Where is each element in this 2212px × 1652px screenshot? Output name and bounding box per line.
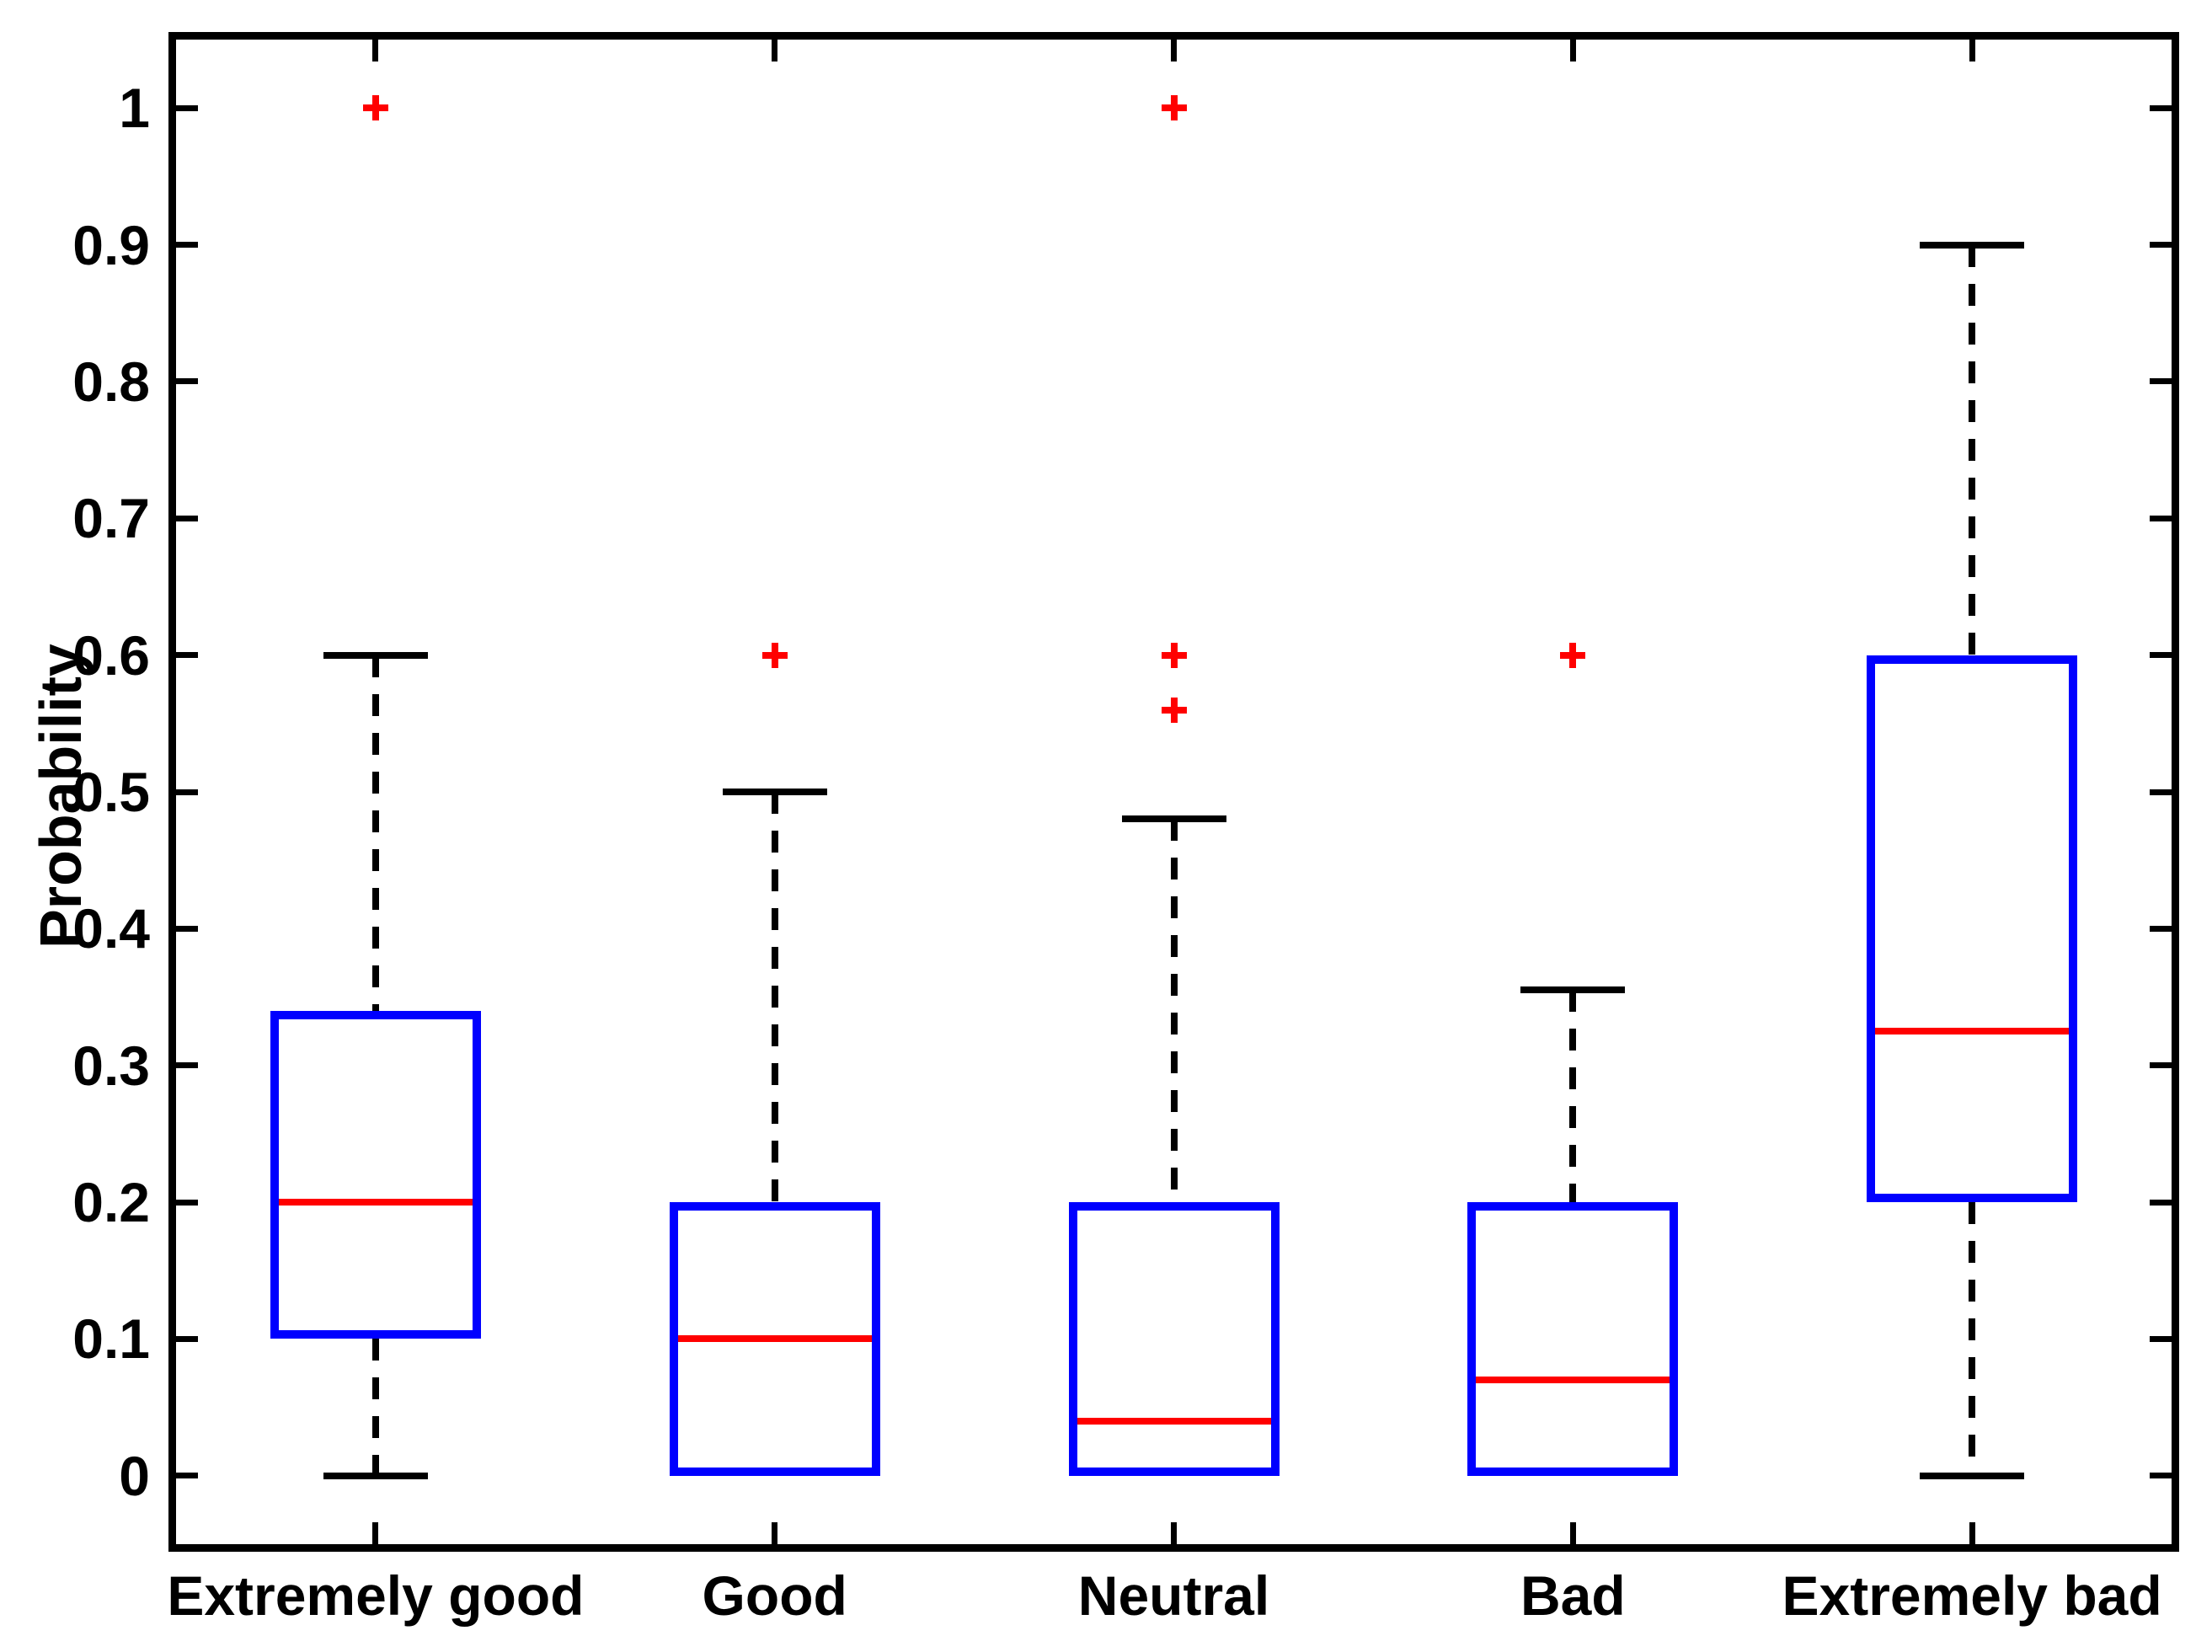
upper-whisker-cap-extremely-bad bbox=[1920, 241, 2025, 249]
median-line-neutral bbox=[1068, 1417, 1280, 1425]
median-line-bad bbox=[1467, 1377, 1679, 1384]
x-category-label-extremely-bad: Extremely bad bbox=[1782, 1564, 2162, 1627]
y-tick-label-0.9: 0.9 bbox=[72, 213, 150, 276]
lower-whisker-extremely-good bbox=[371, 1339, 379, 1476]
x-category-label-good: Good bbox=[702, 1564, 847, 1627]
y-tick-label-0.6: 0.6 bbox=[72, 623, 150, 687]
y-tick-left-0.6 bbox=[176, 652, 198, 659]
x-tick-bottom-extremely-good bbox=[372, 1522, 379, 1544]
x-tick-top-bad bbox=[1569, 40, 1576, 61]
lower-whisker-cap-extremely-bad bbox=[1920, 1472, 2025, 1479]
y-tick-right-0.5 bbox=[2150, 789, 2172, 795]
upper-whisker-extremely-good bbox=[371, 655, 379, 1011]
median-line-extremely-good bbox=[270, 1199, 481, 1206]
x-tick-top-neutral bbox=[1171, 40, 1177, 61]
y-tick-left-0.7 bbox=[176, 515, 198, 521]
y-tick-label-1: 1 bbox=[119, 77, 150, 140]
y-tick-label-0.7: 0.7 bbox=[72, 487, 150, 550]
y-tick-right-0.9 bbox=[2150, 242, 2172, 249]
y-tick-right-1 bbox=[2150, 104, 2172, 111]
y-tick-left-0.5 bbox=[176, 789, 198, 795]
plot-inner bbox=[176, 40, 2172, 1544]
upper-whisker-bad bbox=[1569, 990, 1577, 1203]
y-tick-label-0.2: 0.2 bbox=[72, 1171, 150, 1234]
outlier-plus-vbar bbox=[1170, 95, 1178, 121]
box-neutral bbox=[1068, 1202, 1280, 1476]
y-tick-left-1 bbox=[176, 104, 198, 111]
y-tick-right-0.6 bbox=[2150, 652, 2172, 659]
box-bad bbox=[1467, 1202, 1679, 1476]
upper-whisker-neutral bbox=[1170, 819, 1178, 1203]
lower-whisker-cap-extremely-good bbox=[323, 1472, 428, 1479]
outlier-plus-icon-extremely-good-0 bbox=[362, 95, 388, 121]
y-tick-right-0.3 bbox=[2150, 1062, 2172, 1069]
outlier-plus-icon-neutral-2 bbox=[1161, 95, 1187, 121]
outlier-plus-vbar bbox=[371, 95, 379, 121]
median-line-good bbox=[669, 1335, 880, 1343]
plot-area bbox=[168, 32, 2179, 1552]
upper-whisker-cap-extremely-good bbox=[323, 651, 428, 659]
median-line-extremely-bad bbox=[1867, 1028, 2078, 1035]
x-category-label-extremely-good: Extremely good bbox=[167, 1564, 585, 1627]
x-tick-bottom-neutral bbox=[1171, 1522, 1177, 1544]
upper-whisker-cap-good bbox=[722, 789, 827, 795]
upper-whisker-cap-neutral bbox=[1121, 815, 1226, 823]
outlier-plus-vbar bbox=[1569, 642, 1577, 668]
y-tick-label-0.4: 0.4 bbox=[72, 897, 150, 960]
outlier-plus-vbar bbox=[771, 642, 778, 668]
box-extremely-good bbox=[270, 1010, 481, 1339]
y-tick-label-0.1: 0.1 bbox=[72, 1307, 150, 1371]
outlier-plus-vbar bbox=[1170, 642, 1178, 668]
y-tick-label-0.8: 0.8 bbox=[72, 350, 150, 413]
box-good bbox=[669, 1202, 880, 1476]
y-tick-left-0.8 bbox=[176, 378, 198, 385]
upper-whisker-good bbox=[771, 792, 778, 1203]
x-tick-top-extremely-bad bbox=[1969, 40, 1975, 61]
y-tick-left-0.4 bbox=[176, 925, 198, 932]
outlier-plus-icon-good-0 bbox=[761, 642, 788, 668]
y-tick-right-0 bbox=[2150, 1473, 2172, 1479]
x-tick-bottom-good bbox=[772, 1522, 778, 1544]
lower-whisker-extremely-bad bbox=[1969, 1202, 1976, 1476]
outlier-plus-icon-neutral-0 bbox=[1161, 697, 1187, 723]
y-tick-left-0.2 bbox=[176, 1199, 198, 1206]
x-category-label-neutral: Neutral bbox=[1077, 1564, 1270, 1627]
y-tick-label-0.3: 0.3 bbox=[72, 1034, 150, 1097]
x-tick-top-extremely-good bbox=[372, 40, 379, 61]
outlier-plus-icon-neutral-1 bbox=[1161, 642, 1187, 668]
upper-whisker-extremely-bad bbox=[1969, 244, 1976, 655]
y-tick-right-0.4 bbox=[2150, 925, 2172, 932]
y-tick-left-0 bbox=[176, 1473, 198, 1479]
outlier-plus-icon-bad-0 bbox=[1560, 642, 1586, 668]
y-tick-left-0.3 bbox=[176, 1062, 198, 1069]
y-tick-right-0.8 bbox=[2150, 378, 2172, 385]
outlier-plus-vbar bbox=[1170, 697, 1178, 723]
upper-whisker-cap-bad bbox=[1520, 986, 1626, 994]
x-category-label-bad: Bad bbox=[1520, 1564, 1626, 1627]
y-tick-right-0.1 bbox=[2150, 1335, 2172, 1342]
x-tick-bottom-bad bbox=[1569, 1522, 1576, 1544]
x-tick-bottom-extremely-bad bbox=[1969, 1522, 1975, 1544]
y-tick-right-0.7 bbox=[2150, 515, 2172, 521]
box-extremely-bad bbox=[1867, 655, 2078, 1203]
y-tick-label-0: 0 bbox=[119, 1444, 150, 1507]
y-tick-left-0.9 bbox=[176, 242, 198, 249]
y-tick-right-0.2 bbox=[2150, 1199, 2172, 1206]
y-tick-left-0.1 bbox=[176, 1335, 198, 1342]
y-tick-label-0.5: 0.5 bbox=[72, 761, 150, 823]
x-tick-top-good bbox=[772, 40, 778, 61]
